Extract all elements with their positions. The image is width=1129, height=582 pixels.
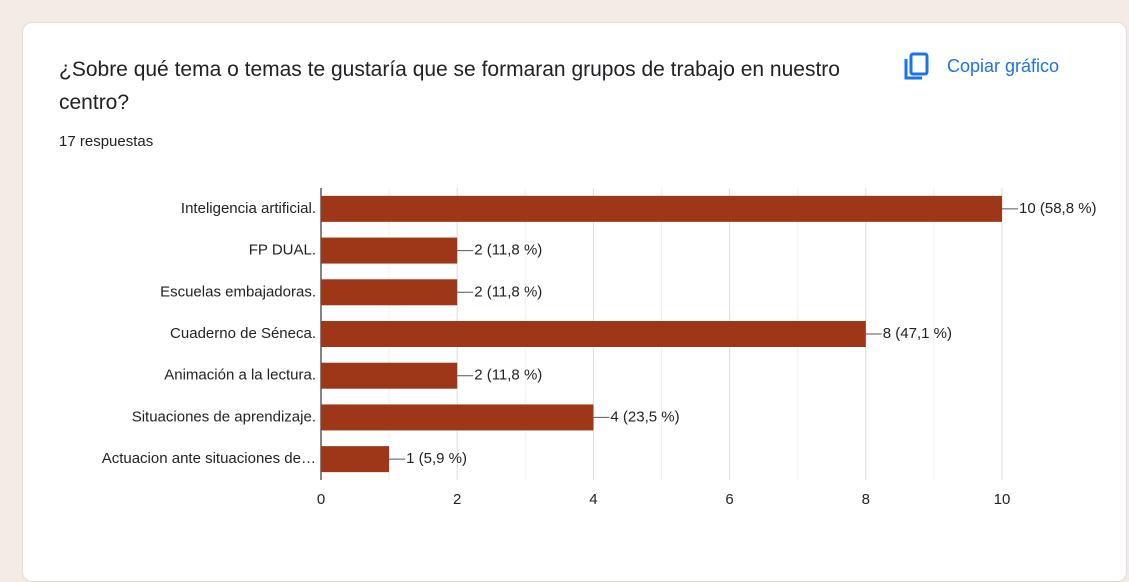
value-label: 4 (23,5 %) [610,408,679,425]
value-label: 10 (58,8 %) [1019,200,1097,217]
category-label: Escuelas embajadoras. [160,283,316,300]
x-tick-label: 6 [725,491,733,508]
chart: 0 2 4 6 8 10 Inteligencia artificial. 10 (58,8 … [102,188,1097,508]
category-label: Cuaderno de Séneca. [170,325,316,342]
value-label: 2 (11,8 %) [474,283,542,300]
category-label: FP DUAL. [249,242,316,259]
x-tick-label: 0 [317,491,325,508]
card: ¿Sobre qué tema o temas te gustaría que … [22,22,1127,582]
value-label: 2 (11,8 %) [474,242,542,259]
copy-button[interactable]: Copiar gráfico [903,51,1059,81]
category-label: Animación a la lectura. [164,367,316,384]
bar [321,195,1002,222]
value-label: 1 (5,9 %) [406,450,467,467]
bar [321,321,866,347]
page: ¿Sobre qué tema o temas te gustaría que … [22,22,1127,582]
bar [321,362,458,389]
bar [321,446,390,473]
response-count: 17 respuestas [59,133,154,150]
bar [321,279,458,306]
value-label: 2 (11,8 %) [474,367,542,384]
x-tick-label: 8 [862,491,870,508]
value-label: 8 (47,1 %) [883,325,952,342]
x-tick-label: 2 [453,491,461,508]
x-tick-label: 10 [994,491,1011,508]
x-tick-label: 4 [589,491,597,508]
bar [321,237,458,264]
category-label: Actuacion ante situaciones de… [102,450,316,467]
copy-icon [904,52,929,80]
category-label: Inteligencia artificial. [181,200,316,217]
bar [321,404,594,431]
copy-label: Copiar gráfico [947,55,1060,76]
category-label: Situaciones de aprendizaje. [132,408,316,425]
question-title: ¿Sobre qué tema o temas te gustaría que … [59,58,840,114]
